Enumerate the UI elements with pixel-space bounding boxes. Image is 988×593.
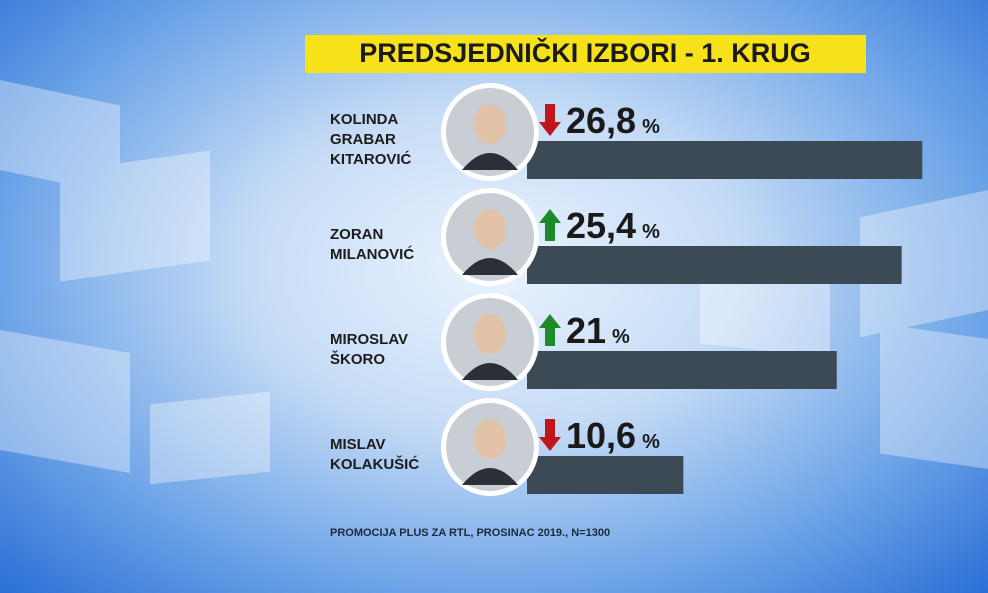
value-unit: % bbox=[642, 221, 660, 243]
value-number: 26,8 bbox=[566, 100, 636, 141]
value-unit: % bbox=[642, 116, 660, 138]
value-number: 25,4 bbox=[566, 205, 636, 246]
trend-arrow bbox=[539, 209, 561, 241]
value-unit: % bbox=[642, 431, 660, 453]
chart-title: PREDSJEDNIČKI IZBORI - 1. KRUG bbox=[359, 37, 811, 68]
candidate-name: MISLAV KOLAKUŠIĆ bbox=[330, 436, 420, 473]
value-unit: % bbox=[612, 326, 630, 348]
photo-body bbox=[462, 468, 518, 485]
candidate-name: ZORAN MILANOVIĆ bbox=[330, 226, 415, 263]
trend-arrow bbox=[539, 419, 561, 451]
value-label: 21% bbox=[566, 310, 630, 351]
value-label: 25,4% bbox=[566, 205, 660, 246]
candidate-name: MIROSLAV ŠKORO bbox=[330, 331, 409, 368]
trend-arrow bbox=[539, 104, 561, 136]
value-number: 21 bbox=[566, 310, 606, 351]
photo-head bbox=[474, 314, 506, 354]
photo-body bbox=[462, 153, 518, 170]
photo-head bbox=[474, 209, 506, 249]
candidate-name: KOLINDA GRABAR KITAROVIĆ bbox=[330, 111, 412, 168]
photo-head bbox=[474, 104, 506, 144]
value-label: 10,6% bbox=[566, 415, 660, 456]
photo-body bbox=[462, 363, 518, 380]
bar bbox=[527, 456, 684, 494]
trend-arrow bbox=[539, 314, 561, 346]
bar bbox=[527, 141, 923, 179]
bar bbox=[527, 246, 902, 284]
value-number: 10,6 bbox=[566, 415, 636, 456]
value-label: 26,8% bbox=[566, 100, 660, 141]
source-note: PROMOCIJA PLUS ZA RTL, PROSINAC 2019., N… bbox=[330, 527, 610, 539]
photo-head bbox=[474, 419, 506, 459]
title-box bbox=[305, 35, 866, 73]
bar bbox=[527, 351, 837, 389]
photo-body bbox=[462, 258, 518, 275]
